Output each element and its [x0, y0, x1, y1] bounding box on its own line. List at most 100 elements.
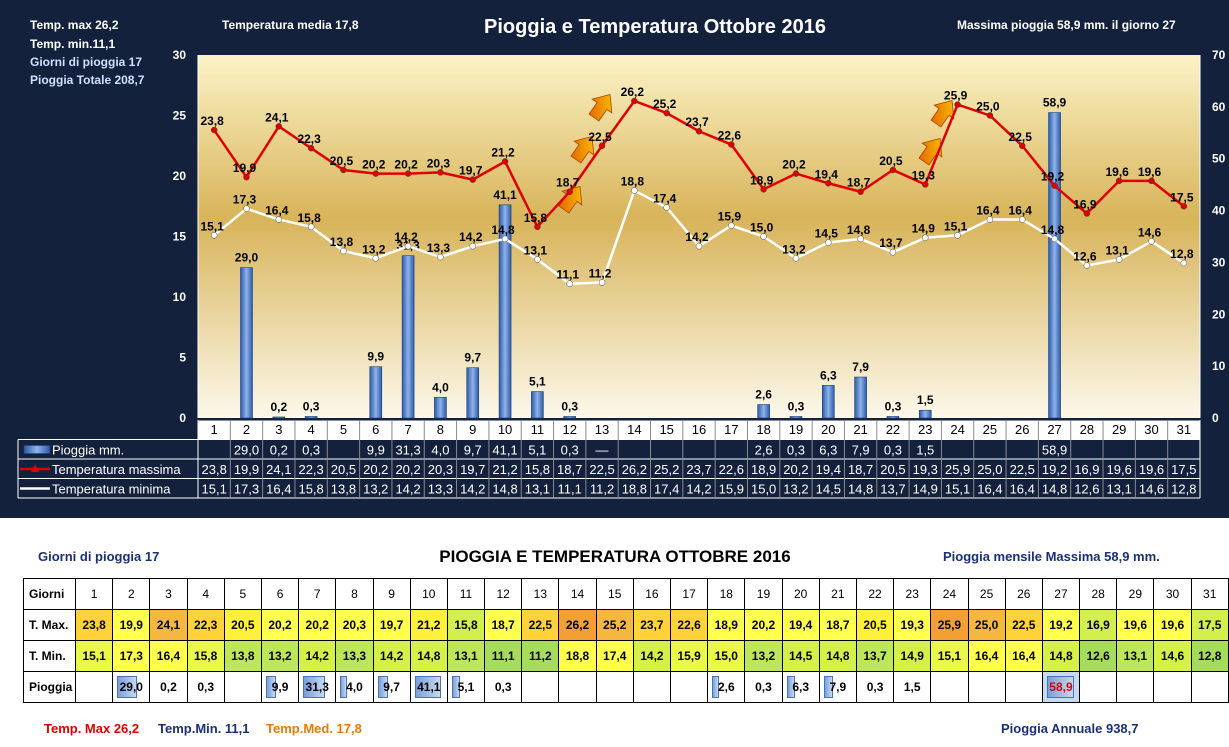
rain-cell-value: 9,9	[271, 680, 289, 694]
rain-bar-label: 5,1	[529, 375, 546, 389]
table-cell-value: 19,3	[913, 462, 938, 477]
tmax-label: 22,6	[718, 129, 742, 143]
table-cell-value: 14,6	[1139, 482, 1164, 497]
category-label: 18	[756, 422, 770, 437]
rain-cell-bar	[712, 676, 719, 698]
rain-bar	[886, 416, 900, 419]
tmax-point	[340, 166, 347, 174]
tmax-point	[437, 169, 444, 176]
table-cell-value: 0,3	[561, 443, 579, 458]
day-cell: 12	[484, 578, 523, 610]
rain-bar-label: 0,3	[788, 399, 805, 413]
tmin-row-label: T. Min.	[23, 640, 76, 672]
tmax-cell: 23,7	[632, 609, 672, 641]
table-cell-value: 0,2	[270, 443, 288, 458]
tmax-label: 18,7	[556, 176, 580, 190]
rain-cell: 6,3	[781, 671, 820, 703]
table-cell-value: 18,7	[557, 462, 582, 477]
day-cell: 8	[335, 578, 374, 610]
tmax-cell: 20,5	[223, 609, 262, 641]
tmin-point	[663, 204, 670, 211]
tmin-cell: 13,3	[335, 640, 374, 672]
day-cell: 23	[893, 578, 932, 610]
tmin-label: 12,6	[1073, 250, 1097, 264]
tmin-cell: 14,8	[818, 640, 857, 672]
category-label: 26	[1015, 422, 1029, 437]
tmin-point	[1148, 238, 1155, 245]
combo-chart: 29,0 0,2 0,3 9,9 31,3 4,0 9,7 41,1 5,1 0,3 2,6 0,3 6…	[17, 48, 1226, 499]
table-cell-value: 20,5	[331, 462, 356, 477]
tmin-cell: 13,2	[260, 640, 300, 672]
table-cell-value: 25,9	[945, 462, 970, 477]
tmax-cell: 15,8	[446, 609, 486, 641]
table-cell-value: 12,8	[1171, 482, 1196, 497]
tmin-label: 14,8	[847, 223, 871, 237]
tmax-point	[1115, 177, 1123, 185]
legend-tmax-marker	[31, 464, 39, 472]
tmax-cell: 19,2	[1041, 609, 1081, 641]
tmax-label: 25,2	[653, 97, 677, 111]
tmin-point	[243, 205, 250, 212]
rain-bar	[304, 416, 318, 419]
table-cell-value: 20,2	[395, 462, 420, 477]
tmax-cell: 19,6	[1153, 609, 1192, 641]
legend-tmin-label: Temperatura minima	[52, 482, 171, 497]
rain-cell-bar	[265, 676, 277, 698]
rain-cell	[74, 671, 114, 703]
tmin-cell: 14,8	[1041, 640, 1081, 672]
day-cell: 18	[707, 578, 746, 610]
tmax-point	[1018, 142, 1026, 149]
tmin-point	[631, 187, 638, 194]
tmax-label: 25,0	[976, 100, 1000, 114]
tmin-cell: 12,6	[1079, 640, 1118, 672]
day-cell: 17	[669, 578, 709, 610]
category-label: 12	[562, 422, 576, 437]
table-cell-value: 14,2	[686, 482, 711, 497]
table-cell-value: 17,3	[234, 482, 259, 497]
table-cell-value: 20,2	[363, 462, 388, 477]
table-cell-value: 19,2	[1042, 462, 1067, 477]
tmax-label: 23,8	[200, 114, 224, 128]
rain-bar-label: 0,2	[270, 400, 287, 414]
rain-bar-label: 58,9	[1043, 96, 1067, 110]
table-cell-value: 14,8	[1042, 482, 1067, 497]
tmax-point	[760, 186, 767, 193]
rain-row: Pioggia 29,0 0,2 0,3 9,9 31,3 4,0 9,7 41,1 5,1 0,3…	[23, 671, 1229, 703]
day-cell: 28	[1079, 578, 1118, 610]
left-tick-label: 30	[173, 48, 187, 62]
bottom-temp-med: Temp.Med. 17,8	[266, 721, 362, 736]
table-cell-value: 19,6	[1107, 462, 1132, 477]
category-row-bg	[198, 420, 1200, 440]
category-label: 8	[437, 422, 444, 437]
tmin-cell: 13,7	[855, 640, 895, 672]
tmax-point	[663, 109, 670, 117]
tmin-label: 14,9	[912, 222, 936, 236]
table-cell-value: 16,4	[1010, 482, 1035, 497]
rain-bar	[240, 267, 253, 419]
right-tick-label: 20	[1212, 307, 1226, 321]
tmax-label: 26,2	[621, 85, 645, 99]
rain-bar-label: 2,6	[755, 388, 772, 402]
tmax-label: 18,9	[750, 173, 774, 187]
tmin-point	[210, 232, 218, 239]
rain-bar	[757, 404, 770, 419]
legend-tmax-label: Temperatura massima	[52, 462, 181, 477]
tmax-label: 22,5	[1009, 130, 1033, 144]
table-cell-value: 25,0	[977, 462, 1002, 477]
tmax-label: 22,5	[588, 130, 612, 144]
rain-cell-value: 1,5	[903, 680, 921, 694]
trend-arrow-icon	[570, 136, 595, 164]
tmax-point	[275, 123, 283, 130]
rain-bar-label: 29,0	[235, 251, 259, 265]
tmax-label: 18,7	[847, 176, 871, 190]
tmax-point	[857, 188, 864, 195]
table-cell-value: 19,7	[460, 462, 485, 477]
table-cell-value: 18,9	[751, 462, 776, 477]
day-cell: 24	[930, 578, 969, 610]
table-cell-value: 20,3	[428, 462, 453, 477]
table-cell-value: —	[596, 443, 609, 458]
category-label: 16	[692, 422, 706, 437]
rain-cell: 5,1	[446, 671, 486, 703]
rain-bar	[272, 416, 286, 419]
rain-cell	[521, 671, 560, 703]
